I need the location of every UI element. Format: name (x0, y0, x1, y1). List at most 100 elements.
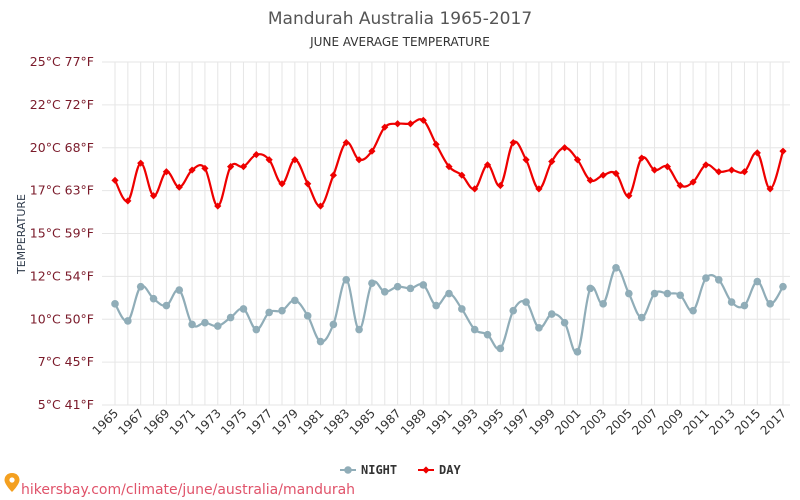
data-point-night[interactable] (226, 313, 235, 322)
data-point-night[interactable] (380, 288, 389, 296)
data-point-night[interactable] (432, 301, 440, 310)
data-point-night[interactable] (355, 325, 363, 334)
source-link[interactable]: hikersbay.com/climate/june/australia/man… (21, 482, 355, 498)
data-point-day[interactable] (689, 178, 697, 186)
data-point-day[interactable] (406, 120, 415, 128)
data-point-night[interactable] (509, 306, 518, 315)
data-point-night[interactable] (599, 300, 607, 308)
data-point-day[interactable] (111, 176, 119, 184)
data-point-day[interactable] (175, 183, 183, 191)
data-point-day[interactable] (779, 147, 787, 155)
data-point-day[interactable] (329, 171, 337, 179)
data-point-day[interactable] (612, 169, 620, 178)
data-point-day[interactable] (368, 147, 376, 155)
legend-item-day[interactable]: DAY (418, 463, 461, 477)
data-point-day[interactable] (137, 159, 145, 167)
data-point-night[interactable] (111, 300, 119, 308)
data-point-night[interactable] (342, 276, 351, 284)
data-point-night[interactable] (496, 344, 505, 353)
data-point-night[interactable] (124, 317, 132, 325)
data-point-day[interactable] (509, 139, 517, 147)
data-point-day[interactable] (304, 180, 312, 188)
data-point-day[interactable] (381, 123, 389, 131)
data-point-day[interactable] (471, 185, 479, 193)
data-point-day[interactable] (252, 151, 260, 159)
data-point-night[interactable] (483, 330, 492, 339)
data-point-day[interactable] (432, 140, 440, 148)
data-point-night[interactable] (766, 300, 774, 308)
data-point-day[interactable] (766, 185, 774, 193)
data-point-night[interactable] (637, 313, 646, 322)
data-point-day[interactable] (394, 120, 402, 128)
data-point-day[interactable] (342, 139, 350, 147)
data-point-day[interactable] (355, 156, 363, 164)
data-point-day[interactable] (676, 181, 684, 190)
data-point-night[interactable] (406, 284, 415, 293)
data-point-night[interactable] (175, 286, 184, 294)
data-point-day[interactable] (188, 166, 196, 174)
data-point-night[interactable] (573, 348, 582, 356)
data-point-day[interactable] (124, 197, 132, 205)
data-point-night[interactable] (393, 282, 402, 291)
data-point-day[interactable] (201, 164, 209, 172)
data-point-day[interactable] (548, 157, 556, 166)
data-point-night[interactable] (316, 337, 325, 346)
data-point-day[interactable] (265, 156, 273, 164)
data-point-night[interactable] (547, 310, 556, 318)
data-point-night[interactable] (702, 274, 710, 282)
data-point-night[interactable] (278, 306, 286, 315)
data-point-night[interactable] (252, 325, 261, 334)
data-point-day[interactable] (483, 161, 492, 169)
data-point-night[interactable] (740, 301, 749, 310)
data-point-day[interactable] (561, 144, 569, 152)
data-point-day[interactable] (663, 163, 671, 171)
data-point-night[interactable] (689, 306, 697, 315)
data-point-day[interactable] (458, 171, 466, 179)
data-point-night[interactable] (329, 320, 338, 329)
source-footer[interactable]: hikersbay.com/climate/june/australia/man… (4, 473, 356, 498)
data-point-night[interactable] (470, 325, 479, 334)
data-point-night[interactable] (586, 284, 595, 293)
data-point-day[interactable] (291, 156, 299, 164)
data-point-night[interactable] (727, 298, 736, 306)
data-point-day[interactable] (214, 202, 222, 210)
data-point-night[interactable] (149, 294, 158, 303)
data-point-night[interactable] (663, 289, 672, 298)
data-point-night[interactable] (779, 282, 787, 291)
data-point-night[interactable] (560, 318, 569, 327)
data-point-night[interactable] (201, 318, 209, 327)
data-point-day[interactable] (316, 202, 325, 210)
data-point-night[interactable] (303, 312, 312, 320)
data-point-night[interactable] (213, 322, 222, 330)
data-point-night[interactable] (188, 320, 196, 329)
data-point-night[interactable] (291, 296, 299, 305)
data-point-day[interactable] (638, 154, 646, 162)
data-point-day[interactable] (625, 192, 633, 200)
data-point-day[interactable] (740, 168, 749, 176)
data-point-night[interactable] (419, 281, 428, 289)
data-point-night[interactable] (239, 305, 248, 313)
data-point-night[interactable] (368, 279, 376, 288)
data-point-day[interactable] (573, 156, 582, 164)
data-point-night[interactable] (458, 305, 466, 313)
data-point-night[interactable] (136, 282, 145, 291)
data-point-day[interactable] (715, 168, 723, 176)
data-point-night[interactable] (162, 301, 171, 310)
data-point-day[interactable] (162, 168, 170, 176)
data-point-night[interactable] (625, 289, 633, 298)
data-point-day[interactable] (149, 192, 158, 200)
data-point-night[interactable] (714, 276, 723, 284)
data-point-day[interactable] (239, 163, 248, 171)
data-point-night[interactable] (522, 298, 530, 306)
legend-item-night[interactable]: NIGHT (340, 463, 397, 477)
data-point-night[interactable] (612, 264, 620, 272)
data-point-night[interactable] (265, 308, 273, 317)
data-point-night[interactable] (753, 277, 762, 286)
data-point-day[interactable] (728, 166, 736, 174)
data-point-day[interactable] (535, 185, 543, 193)
data-point-day[interactable] (227, 163, 235, 171)
data-point-night[interactable] (535, 324, 543, 332)
data-point-day[interactable] (496, 181, 504, 190)
data-point-day[interactable] (702, 161, 710, 169)
data-point-night[interactable] (676, 291, 685, 300)
